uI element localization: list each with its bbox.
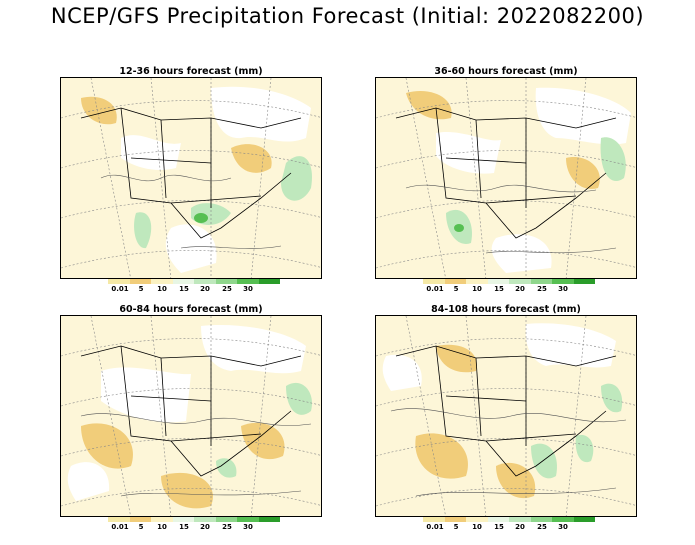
legend-label: 20 <box>515 523 525 531</box>
legend-label: 15 <box>494 523 504 531</box>
legend-label: 30 <box>243 285 253 293</box>
legend-label: 15 <box>179 285 189 293</box>
legend-label: 20 <box>515 285 525 293</box>
main-title: NCEP/GFS Precipitation Forecast (Initial… <box>50 4 645 28</box>
legend: 0.01 5 10 15 20 25 30 <box>423 279 595 299</box>
heavy-precip <box>446 137 626 244</box>
legend-label: 0.01 <box>426 285 444 293</box>
borders <box>80 107 302 239</box>
legend-label: 5 <box>138 523 144 531</box>
legend-label: 5 <box>138 285 144 293</box>
panel-title: 60-84 hours forecast (mm) <box>119 304 263 315</box>
precip-map <box>375 315 637 517</box>
dry-regions <box>436 87 631 273</box>
legend-label: 15 <box>494 285 504 293</box>
moderate-precip <box>81 422 285 509</box>
legend: 0.01 5 10 15 20 25 30 <box>108 279 280 299</box>
legend-colorbar <box>423 279 595 284</box>
borders <box>80 345 302 477</box>
legend-colorbar <box>423 517 595 522</box>
legend-colorbar <box>108 517 280 522</box>
heavy-precip <box>216 382 312 478</box>
legend-label: 30 <box>558 285 568 293</box>
panel-title: 84-108 hours forecast (mm) <box>431 304 581 315</box>
moderate-precip <box>81 96 272 173</box>
precip-map <box>60 77 322 279</box>
contours <box>100 174 282 249</box>
legend-label: 30 <box>558 523 568 531</box>
legend-label: 5 <box>453 285 459 293</box>
precip-map <box>375 77 637 279</box>
legend-label: 25 <box>537 523 547 531</box>
borders <box>395 107 617 239</box>
legend-label: 20 <box>200 285 210 293</box>
panel-title: 36-60 hours forecast (mm) <box>434 66 578 77</box>
precip-map <box>60 315 322 517</box>
contours <box>80 413 312 497</box>
legend-colorbar <box>108 279 280 284</box>
legend-label: 15 <box>179 523 189 531</box>
legend-label: 10 <box>472 285 482 293</box>
legend: 0.01 5 10 15 20 25 30 <box>423 517 595 537</box>
contours <box>405 184 617 254</box>
legend-label: 10 <box>157 285 167 293</box>
legend-label: 25 <box>537 285 547 293</box>
moderate-precip <box>406 90 600 189</box>
legend-label: 0.01 <box>426 523 444 531</box>
heavy-precip <box>531 383 623 479</box>
legend-label: 25 <box>222 523 232 531</box>
panel-title: 12-36 hours forecast (mm) <box>119 66 263 77</box>
borders <box>395 345 617 477</box>
legend: 0.01 5 10 15 20 25 30 <box>108 517 280 537</box>
legend-label: 10 <box>472 523 482 531</box>
legend-label: 0.01 <box>111 523 129 531</box>
legend-label: 20 <box>200 523 210 531</box>
legend-label: 30 <box>243 523 253 531</box>
legend-label: 0.01 <box>111 285 129 293</box>
contours <box>390 408 627 497</box>
dry-regions <box>382 323 616 391</box>
legend-label: 5 <box>453 523 459 531</box>
legend-label: 25 <box>222 285 232 293</box>
grid-lines <box>61 78 321 278</box>
legend-label: 10 <box>157 523 167 531</box>
